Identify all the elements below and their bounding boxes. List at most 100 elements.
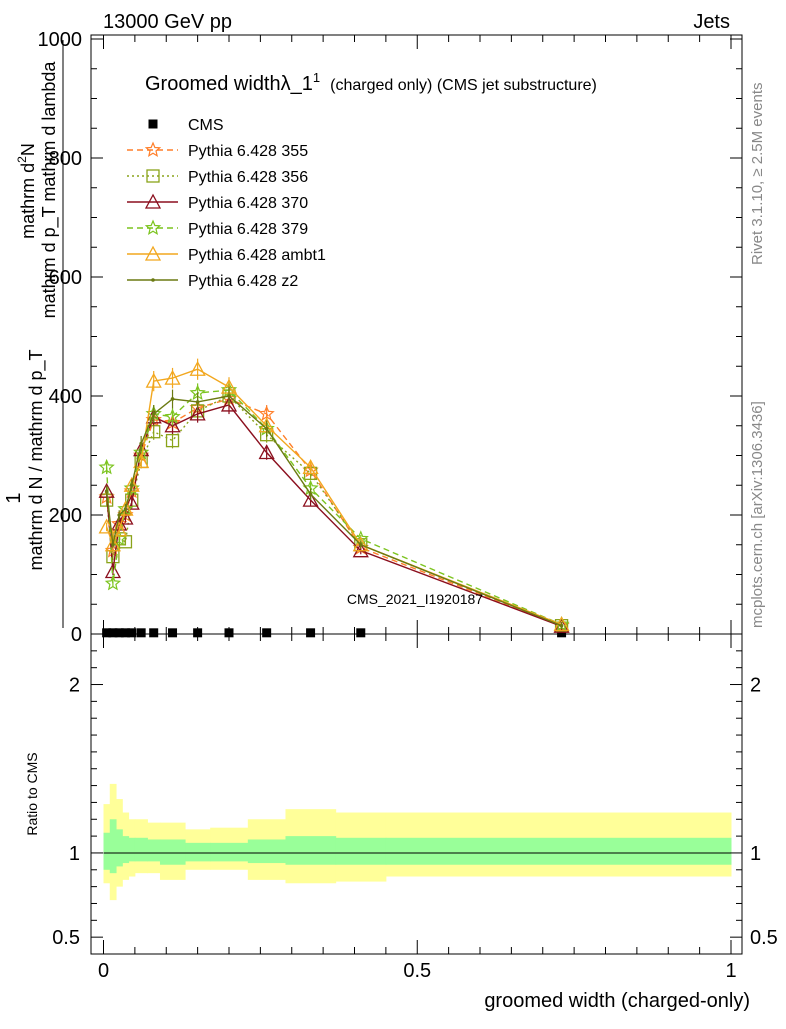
band-bin — [247, 839, 286, 864]
data-point — [358, 542, 363, 547]
y-label-numerator-main: mathrm d — [18, 163, 38, 239]
data-point — [165, 433, 180, 448]
legend-item: Pythia 6.428 379 — [127, 219, 308, 238]
legend-label: Pythia 6.428 ambt1 — [188, 247, 326, 264]
legend-label: Pythia 6.428 z2 — [188, 273, 298, 290]
data-point — [189, 405, 206, 421]
upper-y-label: 1 mathrm d2N mathrm d p_T mathrm d lambd… — [3, 40, 64, 628]
data-point — [168, 628, 178, 638]
series-0 — [102, 628, 567, 638]
header-collision-label: 13000 GeV pp — [103, 11, 232, 33]
data-point — [356, 628, 366, 638]
data-point — [306, 628, 316, 638]
data-point — [164, 408, 181, 424]
upper-series-layer — [98, 358, 570, 638]
data-point — [104, 536, 122, 552]
y-label-numerator-sup: 2 — [15, 156, 29, 163]
data-point — [123, 494, 140, 510]
mcplots-source-label: mcplots.cern.ch [arXiv:1306.3436] — [749, 401, 766, 628]
data-point — [146, 169, 160, 183]
series-line — [105, 404, 562, 627]
band-bin — [210, 842, 249, 862]
series-line — [105, 395, 562, 627]
ratio-y-tick-label-right: 0.5 — [750, 927, 778, 949]
legend-item: Pythia 6.428 356 — [127, 169, 308, 186]
y-tick-label: 1000 — [38, 29, 83, 51]
chart-title-rest: (charged only) (CMS jet substructure) — [330, 77, 597, 94]
data-point — [224, 628, 234, 638]
series-line — [105, 395, 562, 627]
band-bin — [159, 839, 186, 865]
data-point — [117, 513, 121, 517]
y-label-numerator: mathrm d2N — [15, 143, 38, 239]
data-point — [195, 400, 200, 404]
data-point — [129, 483, 134, 488]
band-bin — [147, 839, 161, 862]
data-point — [123, 476, 140, 492]
data-point — [262, 628, 272, 638]
data-point — [302, 459, 319, 475]
ratio-uncertainty-bands — [103, 783, 732, 901]
data-point — [559, 623, 564, 628]
data-point — [164, 369, 181, 385]
x-axis-label: groomed width (charged-only) — [484, 990, 750, 1012]
band-bin — [109, 819, 117, 874]
data-point — [104, 574, 122, 591]
chart-title-superscript: 1 — [313, 70, 320, 85]
band-bin — [185, 842, 211, 862]
lower-plot-frame — [90, 633, 743, 955]
ratio-y-tick-label: 1 — [69, 843, 80, 865]
y-tick-label: 400 — [49, 386, 82, 408]
band-bin — [122, 836, 130, 864]
band-bin — [285, 836, 337, 865]
data-point — [145, 372, 162, 388]
legend-label: Pythia 6.428 370 — [188, 195, 308, 212]
legend-label: Pythia 6.428 356 — [188, 169, 308, 186]
data-point — [302, 491, 319, 507]
legend-label: CMS — [188, 117, 224, 134]
series-6 — [104, 386, 564, 630]
analysis-watermark: CMS_2021_I1920187 — [347, 591, 483, 607]
data-point — [123, 507, 128, 511]
series-4 — [98, 380, 570, 632]
y-tick-label: 800 — [49, 148, 82, 170]
legend-item: Pythia 6.428 355 — [127, 141, 308, 160]
data-point — [148, 119, 158, 129]
data-point — [120, 628, 130, 638]
legend-item: Pythia 6.428 z2 — [127, 273, 298, 290]
series-1 — [98, 389, 570, 633]
data-point — [108, 628, 118, 638]
series-line — [105, 398, 562, 627]
band-bin — [335, 837, 387, 865]
data-point — [98, 458, 115, 475]
band-bin — [128, 837, 136, 862]
data-point — [104, 489, 109, 494]
legend-item: CMS — [148, 117, 224, 134]
legend: CMS Pythia 6.428 355 Pythia 6.428 356 Pythi… — [127, 117, 326, 290]
y-label-fraction-one: 1 — [3, 492, 25, 503]
data-point — [111, 542, 115, 547]
header-category-label: Jets — [693, 11, 730, 33]
data-point — [151, 412, 156, 416]
legend-label: Pythia 6.428 379 — [188, 221, 308, 238]
data-point — [352, 536, 369, 552]
y-label-line2: mathrm d p_T mathrm d lambda — [39, 61, 60, 319]
band-bin — [385, 837, 732, 865]
x-tick-label: 0.5 — [403, 960, 431, 982]
data-point — [151, 278, 155, 282]
data-point — [258, 405, 275, 421]
data-point — [117, 509, 134, 525]
legend-item: Pythia 6.428 ambt1 — [127, 245, 326, 264]
data-point — [149, 628, 159, 638]
ratio-y-tick-label-right: 1 — [750, 843, 761, 865]
data-point — [144, 219, 162, 235]
data-point — [144, 193, 162, 209]
band-1 — [103, 819, 732, 874]
y-label-denominator: mathrm d N / mathrm d p_T — [26, 349, 47, 570]
data-point — [227, 394, 231, 398]
data-point — [139, 441, 143, 446]
band-bin — [134, 837, 148, 862]
chart-title-main: Groomed widthλ_1 — [145, 73, 313, 95]
y-tick-label: 200 — [49, 505, 82, 527]
